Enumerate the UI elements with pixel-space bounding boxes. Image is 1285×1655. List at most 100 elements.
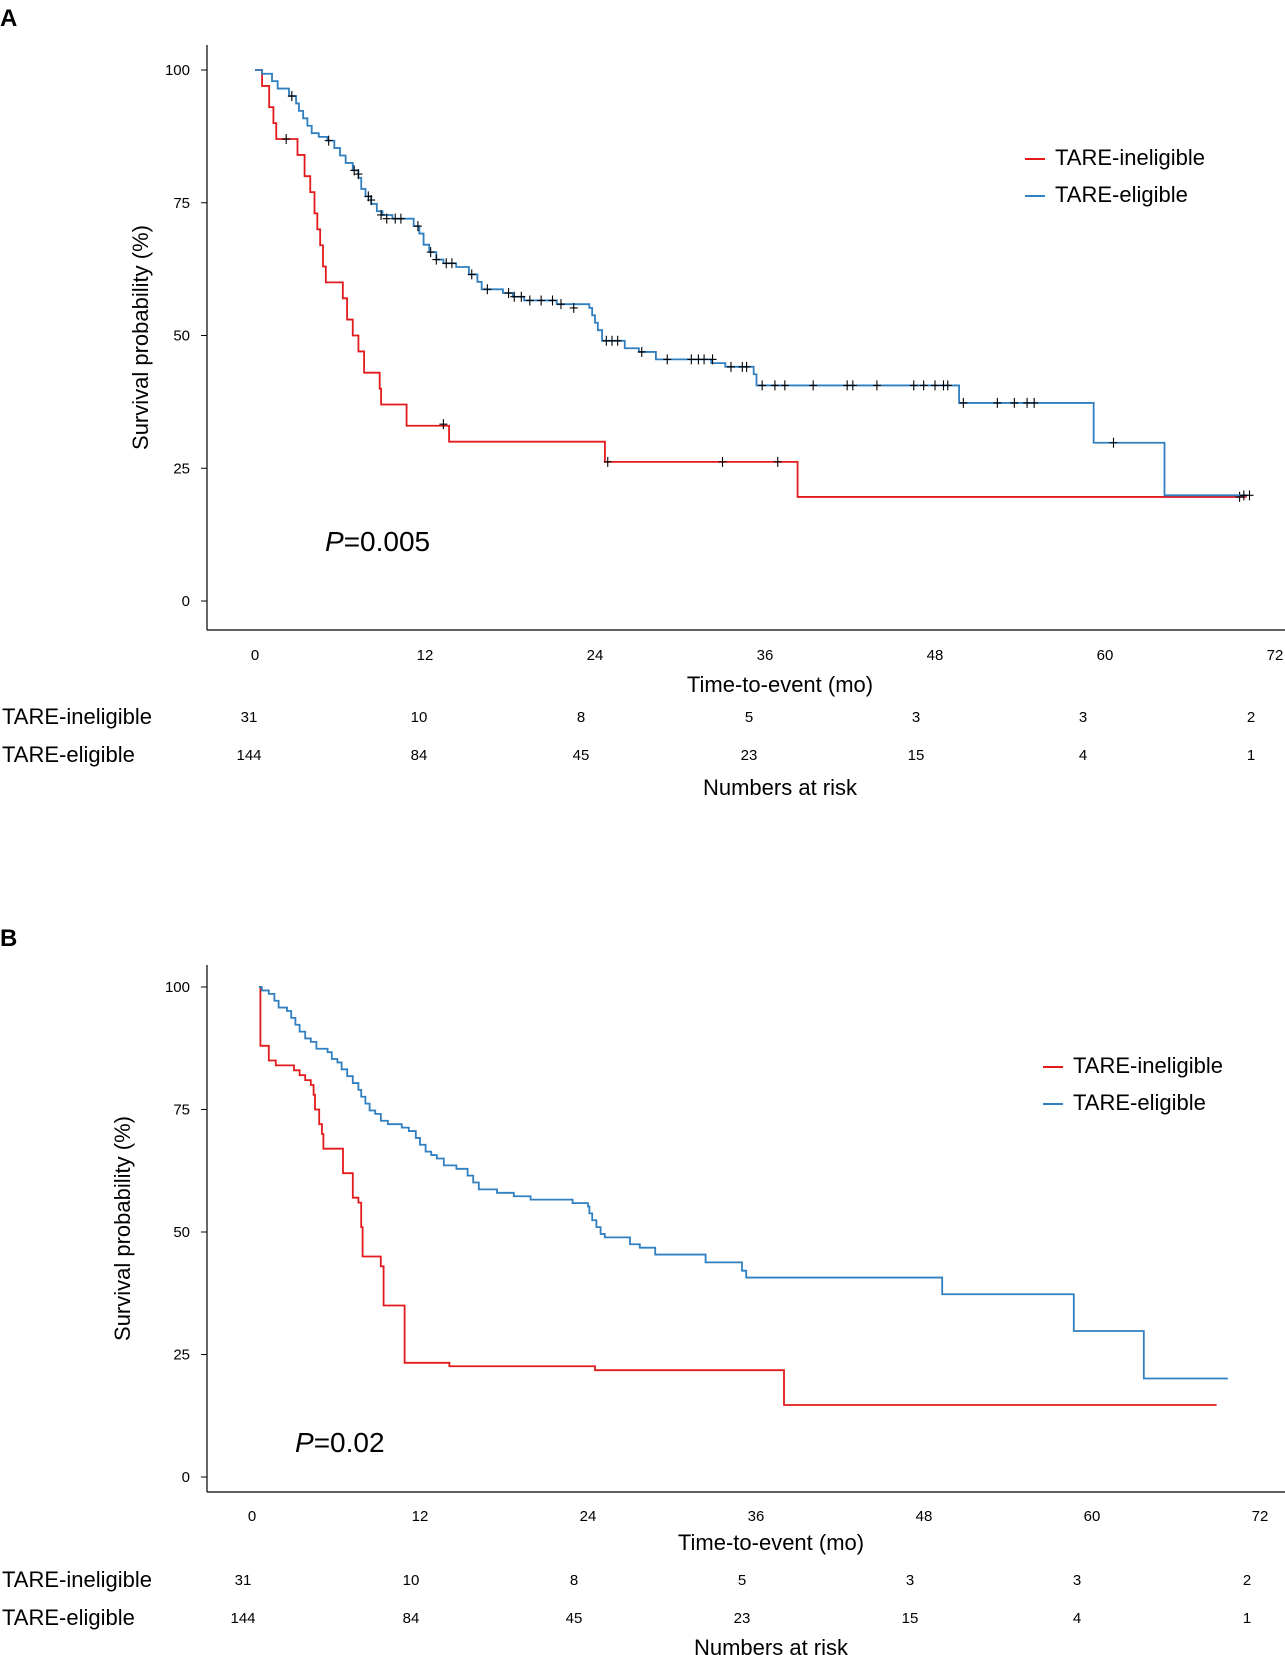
censor-mark xyxy=(909,380,918,391)
censor-mark xyxy=(727,361,735,372)
km-curve-tare-eligible xyxy=(259,986,1228,1380)
censor-mark xyxy=(510,291,519,302)
legend-label: TARE-eligible xyxy=(1055,182,1188,207)
km-curve-tare-eligible xyxy=(255,69,1247,497)
censor-mark xyxy=(287,91,296,102)
x-tick-label: 24 xyxy=(580,1508,597,1525)
risk-value: 144 xyxy=(236,747,261,764)
y-tick-label: 50 xyxy=(173,328,190,345)
censor-mark xyxy=(439,419,448,430)
risk-value: 15 xyxy=(908,747,925,764)
x-tick-label: 0 xyxy=(251,647,259,664)
risk-value: 45 xyxy=(566,1610,583,1627)
censor-mark xyxy=(517,291,526,302)
censor-mark xyxy=(483,284,492,295)
risk-value: 15 xyxy=(902,1610,919,1627)
km-curve-tare-ineligible xyxy=(255,69,1247,498)
censor-mark xyxy=(959,397,968,408)
censor-mark xyxy=(1109,437,1118,448)
risk-value: 4 xyxy=(1079,747,1087,764)
risk-table-title: Numbers at risk xyxy=(703,775,858,800)
risk-value: 10 xyxy=(411,709,428,726)
p-value: P=0.02 xyxy=(295,1427,385,1458)
y-axis-title: Survival probability (%) xyxy=(110,1116,135,1341)
risk-row-label: TARE-ineligible xyxy=(2,1567,152,1592)
p-value-symbol: P xyxy=(325,526,344,557)
censor-mark xyxy=(700,354,709,365)
censor-mark xyxy=(1010,397,1019,408)
x-tick-label: 12 xyxy=(412,1508,429,1525)
censor-mark xyxy=(603,456,612,467)
risk-value: 23 xyxy=(741,747,758,764)
censor-mark xyxy=(396,213,405,224)
risk-value: 5 xyxy=(738,1572,746,1589)
risk-value: 3 xyxy=(912,709,920,726)
censor-mark xyxy=(1023,397,1032,408)
censor-mark xyxy=(537,295,546,306)
risk-value: 5 xyxy=(745,709,753,726)
censor-mark xyxy=(525,295,534,306)
risk-row-label: TARE-eligible xyxy=(2,1605,135,1630)
x-tick-label: 0 xyxy=(248,1508,256,1525)
risk-table-title: Numbers at risk xyxy=(694,1635,849,1655)
censor-mark xyxy=(931,380,939,391)
risk-value: 84 xyxy=(403,1610,420,1627)
p-value: P=0.005 xyxy=(325,526,430,557)
censor-mark xyxy=(548,295,557,306)
p-value-number: =0.005 xyxy=(344,526,430,557)
censor-mark xyxy=(708,354,717,365)
censor-mark xyxy=(1030,397,1039,408)
y-tick-label: 0 xyxy=(182,1469,190,1486)
risk-value: 3 xyxy=(1073,1572,1081,1589)
y-tick-label: 75 xyxy=(173,195,190,212)
y-tick-label: 100 xyxy=(165,979,190,996)
censor-mark xyxy=(742,361,751,372)
risk-value: 3 xyxy=(1079,709,1087,726)
censor-mark xyxy=(780,380,789,391)
censor-mark xyxy=(377,209,386,220)
risk-value: 2 xyxy=(1243,1572,1251,1589)
censor-mark xyxy=(569,302,578,313)
km-curve-tare-ineligible xyxy=(259,986,1217,1406)
risk-value: 84 xyxy=(411,747,428,764)
y-axis-title: Survival probability (%) xyxy=(128,225,153,450)
x-tick-label: 36 xyxy=(757,647,774,664)
x-tick-label: 48 xyxy=(916,1508,933,1525)
y-tick-label: 0 xyxy=(182,593,190,610)
censor-mark xyxy=(350,165,359,176)
legend-label: TARE-eligible xyxy=(1073,1090,1206,1115)
legend-label: TARE-ineligible xyxy=(1073,1053,1223,1078)
risk-row-label: TARE-ineligible xyxy=(2,704,152,729)
censor-mark xyxy=(758,380,767,391)
panel-label: A xyxy=(0,5,17,32)
x-axis-title: Time-to-event (mo) xyxy=(687,672,873,697)
x-tick-label: 60 xyxy=(1084,1508,1101,1525)
censor-mark xyxy=(324,135,333,146)
censor-mark xyxy=(413,221,422,232)
x-tick-label: 48 xyxy=(927,647,944,664)
x-axis-title: Time-to-event (mo) xyxy=(678,1530,864,1555)
risk-row-label: TARE-eligible xyxy=(2,742,135,767)
p-value-number: =0.02 xyxy=(314,1427,385,1458)
legend-label: TARE-ineligible xyxy=(1055,145,1205,170)
x-tick-label: 72 xyxy=(1267,647,1284,664)
risk-value: 31 xyxy=(241,709,258,726)
censor-mark xyxy=(809,380,818,391)
censor-mark xyxy=(447,258,456,269)
risk-value: 31 xyxy=(235,1572,252,1589)
panel-label: B xyxy=(0,925,17,952)
risk-value: 1 xyxy=(1243,1610,1251,1627)
censor-mark xyxy=(504,288,513,299)
censor-mark xyxy=(1245,490,1254,501)
risk-value: 10 xyxy=(403,1572,420,1589)
risk-value: 3 xyxy=(906,1572,914,1589)
y-tick-label: 50 xyxy=(173,1224,190,1241)
p-value-symbol: P xyxy=(295,1427,314,1458)
risk-value: 4 xyxy=(1073,1610,1081,1627)
y-tick-label: 75 xyxy=(173,1102,190,1119)
censor-mark xyxy=(718,456,727,467)
censor-mark xyxy=(993,397,1002,408)
risk-value: 8 xyxy=(570,1572,578,1589)
